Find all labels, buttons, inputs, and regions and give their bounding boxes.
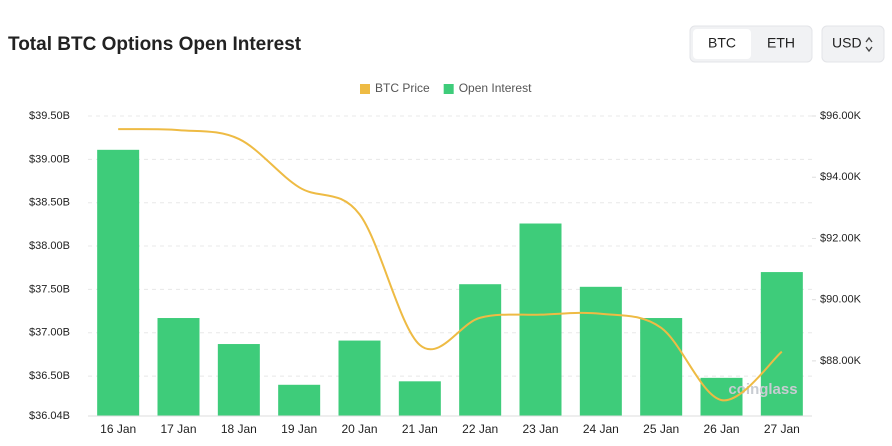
bar bbox=[760, 272, 803, 416]
currency-select[interactable] bbox=[821, 25, 885, 63]
coin-eth-label[interactable]: ETH bbox=[767, 35, 795, 51]
legend-swatch bbox=[443, 84, 454, 94]
y2-tick-label: $88.00K bbox=[820, 355, 862, 367]
coin-btc-label[interactable]: BTC bbox=[708, 35, 736, 51]
bar bbox=[579, 286, 622, 416]
watermark: coinglass bbox=[728, 381, 797, 398]
bar bbox=[217, 344, 260, 416]
bar bbox=[157, 318, 200, 416]
y-tick-label: $39.50B bbox=[29, 110, 70, 122]
x-tick-label: 27 Jan bbox=[764, 422, 800, 436]
bar bbox=[278, 384, 321, 416]
y-tick-label: $38.00B bbox=[29, 240, 70, 252]
bar bbox=[338, 340, 381, 416]
x-tick-label: 23 Jan bbox=[522, 422, 558, 436]
bar bbox=[459, 284, 502, 416]
x-tick-label: 25 Jan bbox=[643, 422, 679, 436]
y2-tick-label: $90.00K bbox=[820, 294, 862, 306]
y-tick-label: $38.50B bbox=[29, 197, 70, 209]
x-tick-label: 20 Jan bbox=[341, 422, 377, 436]
y-tick-label: $37.00B bbox=[29, 327, 70, 339]
legend-swatch bbox=[360, 84, 370, 94]
y-tick-label: $36.04B bbox=[29, 410, 70, 422]
currency-label[interactable]: USD bbox=[832, 35, 862, 51]
x-tick-label: 21 Jan bbox=[402, 422, 438, 436]
chart-title: Total BTC Options Open Interest bbox=[8, 34, 302, 55]
x-tick-label: 17 Jan bbox=[160, 422, 196, 436]
x-tick-label: 22 Jan bbox=[462, 422, 498, 436]
bar bbox=[97, 149, 140, 416]
bar bbox=[640, 318, 683, 416]
x-tick-label: 26 Jan bbox=[703, 422, 739, 436]
legend-label: BTC Price bbox=[375, 81, 430, 95]
x-tick-label: 16 Jan bbox=[100, 422, 136, 436]
x-tick-label: 18 Jan bbox=[221, 422, 257, 436]
y2-tick-label: $94.00K bbox=[820, 171, 862, 183]
y-tick-label: $39.00B bbox=[29, 153, 70, 165]
y-tick-label: $37.50B bbox=[29, 283, 70, 295]
x-tick-label: 24 Jan bbox=[583, 422, 619, 436]
y2-tick-label: $92.00K bbox=[820, 232, 862, 244]
bar bbox=[398, 381, 441, 416]
x-tick-label: 19 Jan bbox=[281, 422, 317, 436]
y2-tick-label: $96.00K bbox=[820, 110, 862, 122]
y-tick-label: $36.50B bbox=[29, 370, 70, 382]
coin-btc-button[interactable] bbox=[693, 29, 751, 59]
select-arrows bbox=[865, 36, 873, 53]
legend-label: Open Interest bbox=[459, 81, 532, 95]
price-line bbox=[118, 128, 783, 402]
bar bbox=[519, 223, 562, 416]
